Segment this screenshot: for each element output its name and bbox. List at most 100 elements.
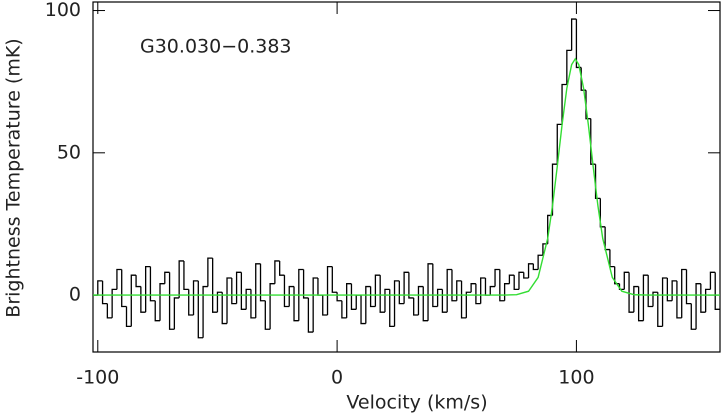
spectrum-channel (475, 283, 481, 305)
spectrum-channel (116, 268, 122, 290)
spectrum-channel (422, 286, 429, 322)
spectrum-channel (614, 266, 620, 285)
spectrum-channel (240, 272, 247, 310)
spectrum-channel (413, 297, 419, 316)
spectrum-channel (140, 286, 146, 313)
spectrum-channel (408, 272, 414, 299)
spectrum-channel (700, 283, 706, 313)
spectrum-channel (346, 283, 352, 318)
spectrum-channel (566, 49, 572, 85)
spectrum-channel (168, 272, 175, 330)
spectrum-channel (618, 283, 625, 291)
spectrum-channel (125, 306, 132, 328)
spectrum-channel (470, 283, 476, 293)
spectrum-channel (570, 18, 577, 51)
spectrum-channel (106, 303, 113, 319)
spectrum-channel (389, 289, 395, 328)
annotation: G30.030−0.383 (140, 36, 292, 58)
y-tick-label: 100 (45, 0, 81, 21)
spectrum-channel (556, 123, 563, 165)
spectrum-channel (159, 283, 165, 321)
spectrum-channel (245, 288, 251, 310)
spectrum-channel (432, 263, 438, 308)
spectrum-channel (279, 260, 285, 276)
spectrum-channel (302, 269, 309, 299)
spectrum-channel (513, 275, 519, 291)
spectrum-channel (456, 280, 462, 301)
spectrum-channel (417, 285, 424, 316)
spectrum-channel (609, 249, 615, 268)
spectrum-channel (101, 280, 108, 305)
spectrum-channel (518, 271, 524, 290)
spectrum-channel (250, 289, 256, 319)
spectrum-channel (326, 265, 333, 316)
spectrum-channel (192, 280, 199, 316)
spectrum-channel (398, 280, 405, 305)
spectrum-channel (341, 300, 347, 319)
spectrum-channel (537, 254, 543, 270)
spectrum-channel (642, 274, 649, 321)
spectrum-channel (154, 300, 161, 322)
spectrum-channel (355, 294, 362, 310)
spectrum-channel (666, 278, 673, 302)
spectrum-channel (403, 271, 409, 304)
spectrum-channel (173, 297, 180, 330)
spectrum-channel (178, 260, 184, 298)
spectrum-channel (298, 268, 304, 321)
spectrum-channel (628, 272, 634, 313)
spectrum-channel (465, 291, 472, 318)
spectrum-channel (269, 283, 275, 330)
spectrum-channel (374, 274, 381, 307)
spectrum-channel (264, 300, 271, 330)
spectrum-channel (274, 260, 280, 284)
spectrum-channel (676, 280, 682, 319)
spectrum-channel (446, 268, 452, 313)
y-tick-label: 0 (69, 284, 81, 306)
spectrum-channel (121, 269, 127, 308)
spectrum-channel (216, 291, 223, 313)
spectrum-channel (393, 280, 400, 327)
spectrum-channel (365, 285, 371, 324)
spectrum-channel (231, 278, 237, 305)
spectrum-channel (685, 269, 692, 305)
spectrum-channel (164, 271, 170, 284)
x-tick-label: 0 (331, 367, 343, 389)
spectrum-channel (652, 291, 658, 307)
spectrum-channel (690, 303, 697, 330)
gaussian-fit (93, 57, 720, 296)
spectrum-channel (695, 283, 701, 330)
spectrum-channel (336, 292, 342, 302)
spectrum-channel (259, 263, 266, 302)
spectrum-channel (633, 285, 639, 313)
spectrum-channel (527, 263, 534, 279)
spectrum-channel (288, 285, 295, 307)
spectrum-channel (508, 274, 515, 284)
spectrum-channel (202, 285, 208, 338)
spectrum-channel (671, 280, 677, 301)
spectrum-channel (130, 274, 137, 327)
spectrum-channel (436, 288, 443, 307)
spectrum-channel (350, 283, 357, 310)
spectrum-channel (451, 269, 457, 302)
spectrum-channel (283, 275, 290, 308)
spectrum-channel (532, 263, 539, 271)
spectrum-channel (207, 257, 213, 287)
spectrum-channel (360, 295, 366, 325)
x-tick-label: -100 (76, 367, 119, 389)
spectrum-channel (637, 286, 644, 322)
spectrum-channel (331, 266, 338, 293)
spectrum-channel (681, 268, 687, 318)
spectrum-channel (188, 289, 194, 316)
spectrum-channel (561, 83, 567, 125)
x-axis-label: Velocity (km/s) (346, 392, 487, 414)
spectrum-channel (226, 277, 232, 324)
spectrum-channel (317, 278, 323, 296)
spectrum-channel (221, 292, 228, 325)
spectrum-channel (235, 271, 242, 304)
spectrum-channel (661, 277, 668, 327)
spectrum-channel (322, 295, 328, 316)
spectrum-channel (144, 265, 151, 313)
spectrum-channel (212, 258, 218, 313)
spectrum-channel (604, 226, 610, 251)
